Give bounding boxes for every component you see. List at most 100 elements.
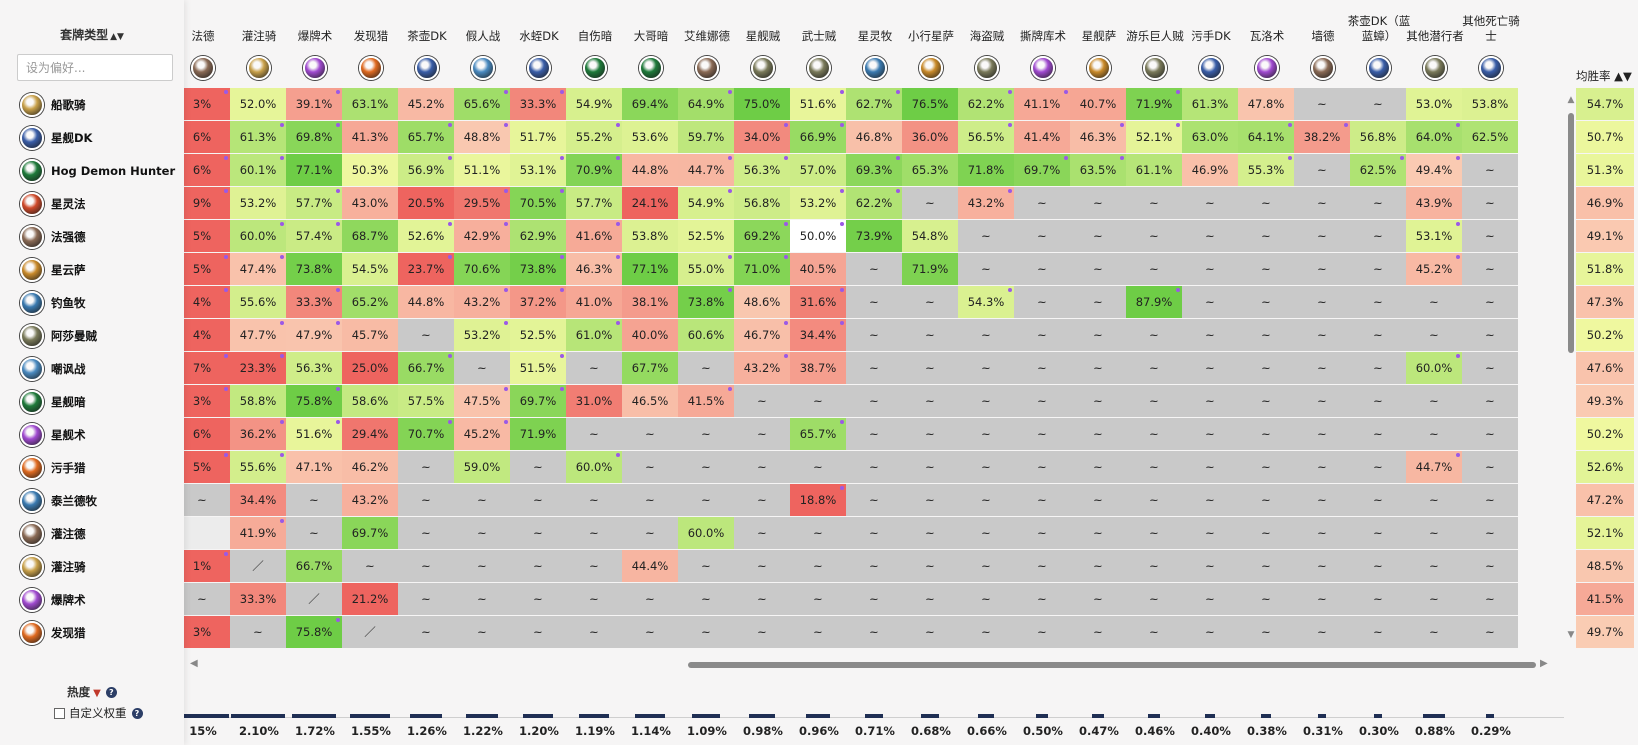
matchup-cell[interactable]: ~ [1462, 385, 1518, 417]
matchup-cell[interactable]: ~ [678, 451, 734, 483]
matchup-cell[interactable]: 58.6% [342, 385, 398, 417]
matchup-cell[interactable]: 43.0% [342, 187, 398, 219]
column-header[interactable]: 星舰贼 [734, 0, 792, 88]
matchup-cell[interactable]: 31.6% [790, 286, 846, 318]
scroll-up-arrow-icon[interactable]: ▲ [1567, 95, 1575, 105]
matchup-cell[interactable]: 65.6% [454, 88, 510, 120]
matchup-cell[interactable]: 4% [184, 286, 230, 318]
custom-weight-toggle[interactable]: 自定义权重 ? [54, 705, 143, 721]
matchup-cell[interactable]: ~ [1462, 517, 1518, 549]
matchup-cell[interactable]: 60.0% [678, 517, 734, 549]
matchup-cell[interactable]: ~ [678, 616, 734, 648]
column-header[interactable]: 艾维娜德 [678, 0, 736, 88]
matchup-cell[interactable]: ~ [1406, 583, 1462, 615]
help-icon[interactable]: ? [131, 707, 143, 719]
matchup-cell[interactable]: ~ [510, 583, 566, 615]
matchup-cell[interactable]: ／ [286, 583, 342, 615]
matchup-cell[interactable]: 9% [184, 187, 230, 219]
matchup-cell[interactable]: 57.7% [566, 187, 622, 219]
matchup-cell[interactable]: ／ [342, 616, 398, 648]
deck-row-label[interactable]: 钓鱼牧 [0, 286, 184, 319]
matchup-cell[interactable]: 56.3% [734, 154, 790, 186]
matchup-cell[interactable]: ~ [846, 451, 902, 483]
matchup-cell[interactable]: 54.9% [566, 88, 622, 120]
column-header[interactable]: 星舰萨 [1070, 0, 1128, 88]
matchup-cell[interactable]: 71.9% [902, 253, 958, 285]
matchup-cell[interactable]: ~ [1182, 517, 1238, 549]
matchup-cell[interactable]: ~ [1070, 286, 1126, 318]
matchup-cell[interactable]: ~ [734, 484, 790, 516]
matchup-cell[interactable]: 69.8% [286, 121, 342, 153]
column-header[interactable]: 游乐巨人贼 [1126, 0, 1184, 88]
deck-row-label[interactable]: 星舰术 [0, 418, 184, 451]
matchup-cell[interactable]: ~ [1238, 220, 1294, 252]
matchup-cell[interactable]: ~ [1462, 187, 1518, 219]
matchup-cell[interactable]: 73.9% [846, 220, 902, 252]
matchup-cell[interactable]: 52.5% [510, 319, 566, 351]
matchup-cell[interactable]: ~ [1070, 484, 1126, 516]
matchup-cell[interactable]: ~ [1126, 517, 1182, 549]
matchup-cell[interactable]: 57.0% [790, 154, 846, 186]
deck-row-label[interactable]: 星舰暗 [0, 385, 184, 418]
matchup-cell[interactable]: ~ [734, 616, 790, 648]
matchup-cell[interactable]: 24.1% [622, 187, 678, 219]
matchup-cell[interactable]: ~ [902, 451, 958, 483]
matchup-cell[interactable]: ~ [790, 517, 846, 549]
matchup-cell[interactable]: ~ [902, 517, 958, 549]
matchup-cell[interactable]: ~ [958, 352, 1014, 384]
matchup-cell[interactable]: 75.8% [286, 385, 342, 417]
matchup-cell[interactable]: 56.9% [398, 154, 454, 186]
matchup-cell[interactable]: 49.4% [1406, 154, 1462, 186]
matchup-cell[interactable]: ~ [1014, 583, 1070, 615]
matchup-cell[interactable]: 47.9% [286, 319, 342, 351]
matchup-cell[interactable]: 43.9% [1406, 187, 1462, 219]
matchup-cell[interactable]: 34.4% [790, 319, 846, 351]
matchup-cell[interactable]: ~ [1014, 517, 1070, 549]
column-header[interactable]: 茶壶DK [398, 0, 456, 88]
matchup-cell[interactable]: ~ [846, 253, 902, 285]
matchup-cell[interactable]: 60.1% [230, 154, 286, 186]
matchup-cell[interactable]: ~ [1350, 385, 1406, 417]
matchup-cell[interactable]: 69.7% [1014, 154, 1070, 186]
matchup-cell[interactable]: 47.1% [286, 451, 342, 483]
matchup-cell[interactable]: 61.0% [566, 319, 622, 351]
matchup-cell[interactable]: ~ [1126, 550, 1182, 582]
matchup-cell[interactable]: ~ [1126, 616, 1182, 648]
matchup-cell[interactable]: ~ [678, 418, 734, 450]
matchup-cell[interactable]: ~ [902, 550, 958, 582]
matchup-cell[interactable]: ~ [1182, 253, 1238, 285]
matchup-cell[interactable]: 59.7% [678, 121, 734, 153]
matchup-cell[interactable]: ~ [1294, 154, 1350, 186]
matchup-cell[interactable]: ~ [902, 616, 958, 648]
matchup-cell[interactable]: 56.5% [958, 121, 1014, 153]
matchup-cell[interactable]: ~ [566, 550, 622, 582]
matchup-cell[interactable]: 46.3% [566, 253, 622, 285]
matchup-cell[interactable]: 37.2% [510, 286, 566, 318]
matchup-cell[interactable]: 69.4% [622, 88, 678, 120]
sort-descending-icon[interactable]: ▼ [93, 688, 101, 699]
matchup-cell[interactable]: 53.2% [790, 187, 846, 219]
matchup-cell[interactable]: ~ [1070, 385, 1126, 417]
matchup-cell[interactable]: ~ [902, 385, 958, 417]
matchup-cell[interactable]: 46.8% [846, 121, 902, 153]
matchup-cell[interactable]: 68.7% [342, 220, 398, 252]
matchup-cell[interactable]: ~ [1070, 550, 1126, 582]
matchup-cell[interactable]: 54.5% [342, 253, 398, 285]
matchup-cell[interactable]: ~ [622, 616, 678, 648]
matchup-cell[interactable]: 55.6% [230, 451, 286, 483]
matchup-cell[interactable]: 41.4% [1014, 121, 1070, 153]
matchup-cell[interactable]: 76.5% [902, 88, 958, 120]
matchup-cell[interactable]: ~ [1350, 220, 1406, 252]
help-icon[interactable]: ? [105, 687, 117, 698]
matchup-cell[interactable]: 70.7% [398, 418, 454, 450]
column-header[interactable]: 其他死亡骑士 [1462, 0, 1520, 88]
matchup-cell[interactable]: 50.0% [790, 220, 846, 252]
matchup-cell[interactable]: ~ [902, 319, 958, 351]
vertical-scroll-thumb[interactable] [1568, 113, 1574, 353]
matchup-cell[interactable]: ~ [846, 616, 902, 648]
horizontal-scroll-thumb[interactable] [688, 662, 1536, 668]
matchup-cell[interactable]: 51.5% [510, 352, 566, 384]
matchup-cell[interactable]: ~ [286, 484, 342, 516]
matchup-cell[interactable]: 41.0% [566, 286, 622, 318]
deck-row-label[interactable]: 星灵法 [0, 187, 184, 220]
